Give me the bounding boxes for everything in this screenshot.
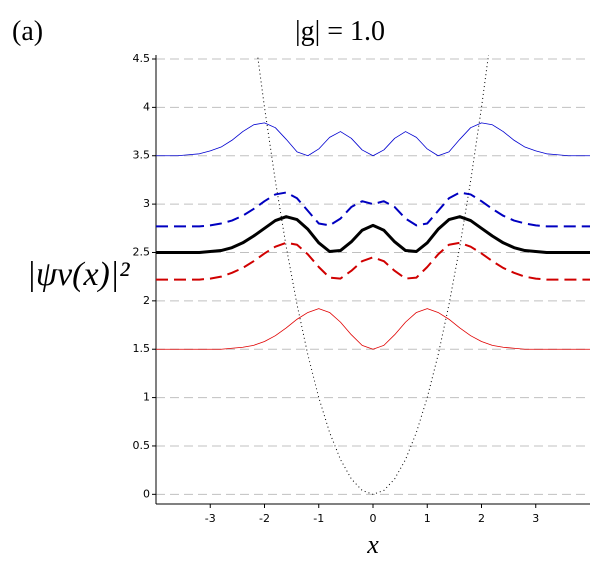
curve [156, 215, 590, 254]
y-tick-label: 4.5 [133, 52, 151, 65]
x-tick-label: -3 [205, 512, 216, 525]
chart-title: |g| = 1.0 [295, 16, 385, 47]
curve [257, 55, 489, 495]
y-tick-label: 3 [143, 197, 150, 210]
y-tick-label: 1.5 [133, 342, 151, 355]
x-axis-label: x [366, 530, 379, 559]
y-tick-label: 2 [143, 294, 150, 307]
y-tick-label: 2.5 [133, 245, 151, 258]
y-tick-label: 1 [143, 391, 150, 404]
x-tick-label: -2 [259, 512, 270, 525]
curve [156, 241, 590, 281]
x-tick-label: 2 [478, 512, 485, 525]
x-tick-label: -1 [313, 512, 324, 525]
y-tick-label: 3.5 [133, 149, 151, 162]
y-axis-label: |ψν(x)|² [27, 256, 131, 293]
curve [156, 308, 590, 350]
curve [156, 191, 590, 228]
x-tick-label: 1 [424, 512, 431, 525]
y-tick-label: 4 [143, 100, 150, 113]
curve [156, 122, 590, 157]
panel-label: (a) [12, 16, 43, 47]
x-tick-label: 0 [370, 512, 377, 525]
plot-area [156, 55, 590, 495]
y-tick-label: 0.5 [133, 439, 151, 452]
x-tick-label: 3 [532, 512, 539, 525]
y-tick-label: 0 [143, 487, 150, 500]
